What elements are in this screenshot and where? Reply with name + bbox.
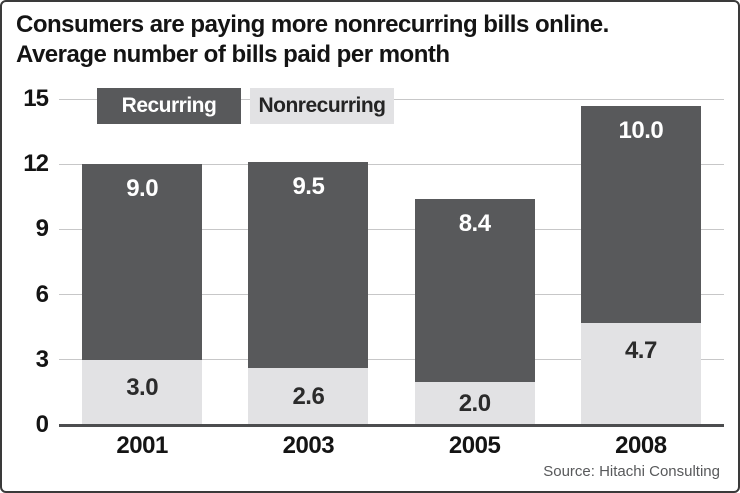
- chart-frame: Consumers are paying more nonrecurring b…: [0, 0, 740, 493]
- x-tick-label-2003: 2003: [228, 432, 388, 460]
- x-tick-label-2001: 2001: [62, 432, 222, 460]
- value-label-nonrecurring-2005: 2.0: [415, 390, 535, 418]
- plot-area: 0 3 6 9 12 15 9.0 3.0 2001 9.5 2.6 2003 8.4 2.0 2005 10…: [2, 2, 738, 491]
- x-tick-label-2005: 2005: [395, 432, 555, 460]
- x-tick-label-2008: 2008: [561, 432, 721, 460]
- source-attribution: Source: Hitachi Consulting: [543, 463, 720, 480]
- value-label-nonrecurring-2003: 2.6: [248, 383, 368, 411]
- value-label-recurring-2008: 10.0: [581, 117, 701, 145]
- value-label-recurring-2005: 8.4: [415, 210, 535, 238]
- y-tick-label: 0: [2, 411, 48, 439]
- y-tick-label: 9: [2, 215, 48, 243]
- y-tick-label: 15: [2, 85, 48, 113]
- legend-label-nonrecurring: Nonrecurring: [258, 94, 385, 118]
- y-tick-label: 3: [2, 346, 48, 374]
- value-label-nonrecurring-2001: 3.0: [82, 374, 202, 402]
- legend-item-recurring: Recurring: [97, 88, 241, 124]
- y-tick-label: 6: [2, 281, 48, 309]
- value-label-nonrecurring-2008: 4.7: [581, 337, 701, 365]
- value-label-recurring-2001: 9.0: [82, 175, 202, 203]
- legend-label-recurring: Recurring: [122, 94, 217, 118]
- value-label-recurring-2003: 9.5: [248, 173, 368, 201]
- x-axis-baseline: [59, 424, 724, 427]
- y-tick-label: 12: [2, 150, 48, 178]
- legend-item-nonrecurring: Nonrecurring: [250, 88, 394, 124]
